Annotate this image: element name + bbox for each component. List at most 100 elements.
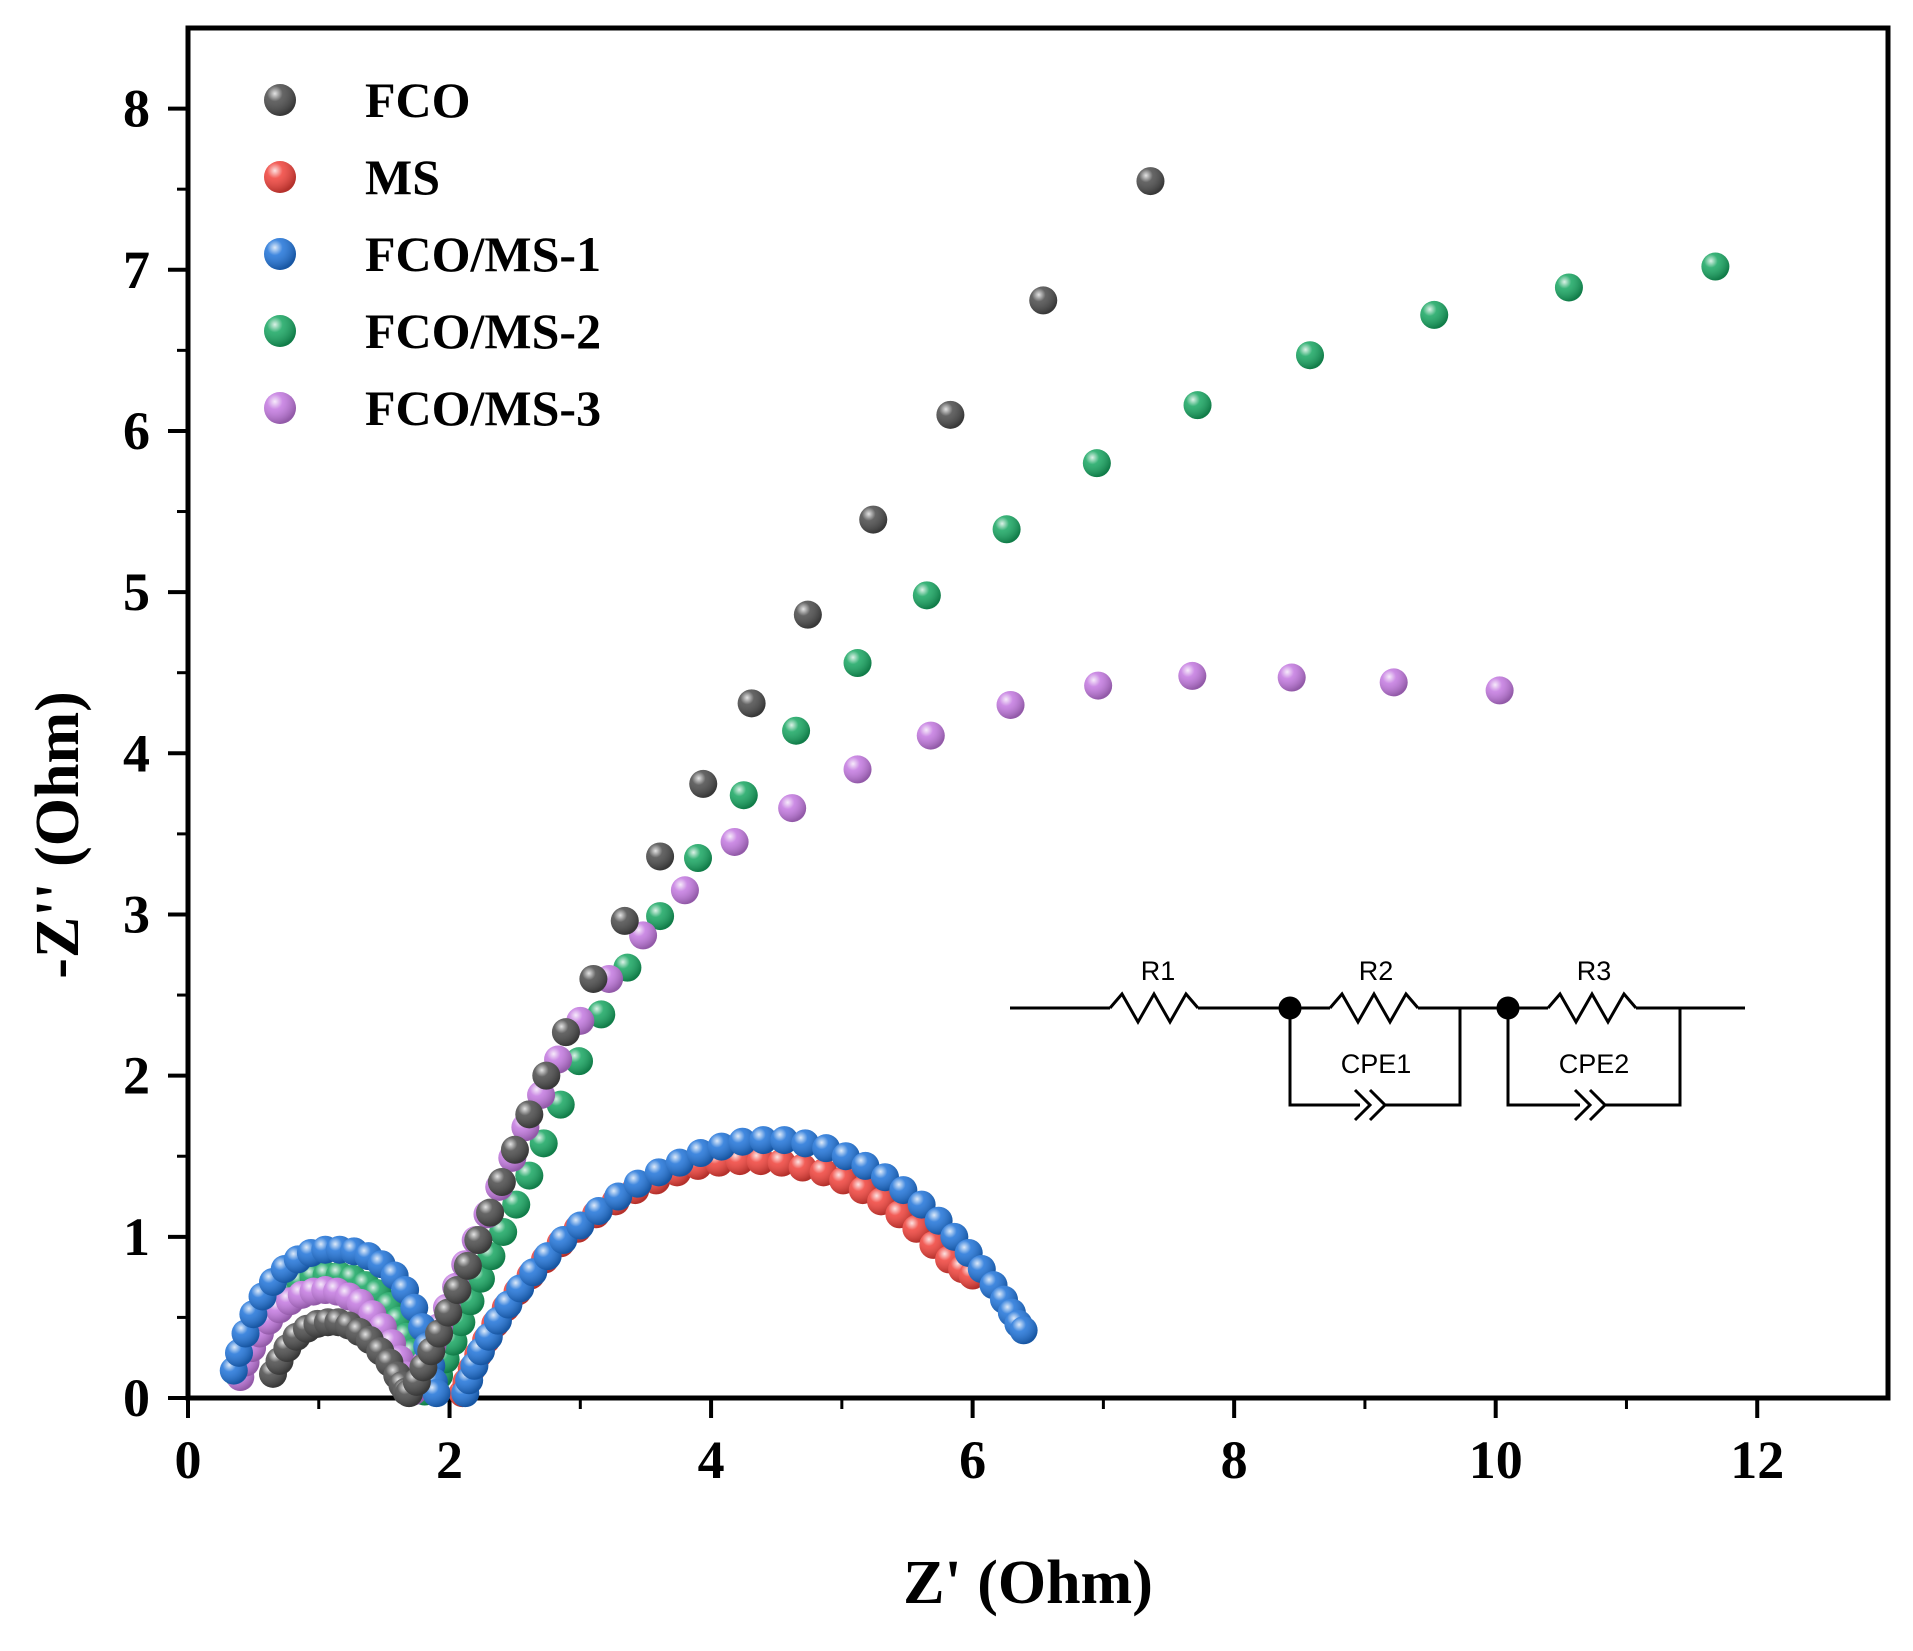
- legend-marker-shine: [264, 238, 296, 270]
- cpe2-symbol: [1573, 1088, 1593, 1122]
- data-point-shine: [610, 906, 639, 935]
- cpe2-branch-right: [1605, 1008, 1682, 1107]
- data-point-shine: [728, 1127, 757, 1156]
- data-point: [476, 1198, 505, 1227]
- data-point-shine: [646, 902, 675, 931]
- data-point: [746, 1147, 775, 1176]
- data-point: [579, 964, 608, 993]
- data-point: [793, 600, 822, 629]
- data-point-shine: [565, 1047, 593, 1076]
- resistor-r2-symbol: [1328, 990, 1420, 1026]
- legend-item: FCO/MS-1: [264, 226, 601, 282]
- data-point: [1136, 167, 1165, 196]
- data-point: [729, 781, 758, 810]
- series-fco: [259, 167, 1165, 1408]
- data-point: [770, 1126, 799, 1155]
- data-point: [916, 721, 945, 750]
- data-point: [610, 906, 639, 935]
- circuit-label-cpe1: CPE1: [1341, 1049, 1412, 1079]
- data-point-shine: [684, 844, 712, 873]
- data-point-shine: [791, 1129, 820, 1158]
- data-point: [843, 649, 872, 678]
- data-point-shine: [443, 1276, 472, 1305]
- data-point-shine: [729, 781, 758, 810]
- legend-marker-shine: [264, 315, 296, 347]
- data-point-shine: [500, 1135, 529, 1164]
- data-point-shine: [476, 1198, 505, 1227]
- legend-item: MS: [264, 149, 440, 205]
- data-point: [515, 1100, 544, 1129]
- data-point-shine: [644, 1158, 673, 1187]
- data-point-shine: [1420, 300, 1449, 329]
- data-point: [644, 1158, 673, 1187]
- data-point-shine: [1183, 391, 1212, 420]
- data-point: [500, 1135, 529, 1164]
- data-point-shine: [584, 1197, 613, 1226]
- data-point: [502, 1190, 531, 1219]
- x-tick-label: 6: [959, 1430, 986, 1490]
- legend-item: FCO/MS-2: [264, 303, 601, 359]
- legend-marker-shine: [264, 161, 296, 193]
- legend-marker-shine: [264, 84, 296, 116]
- data-point-shine: [843, 755, 872, 784]
- circuit-labels: R1 R2 R3 CPE1 CPE2: [1141, 956, 1630, 1079]
- resistor-r3-symbol: [1546, 990, 1638, 1026]
- data-point: [1379, 668, 1408, 697]
- data-point: [859, 505, 888, 534]
- data-point-shine: [529, 1129, 558, 1158]
- legend-item: FCO/MS-3: [264, 380, 601, 436]
- data-point: [532, 1061, 561, 1090]
- data-point: [782, 716, 811, 745]
- data-point: [749, 1126, 778, 1155]
- circuit-label-r2: R2: [1359, 956, 1394, 986]
- series-fco-ms-3: [226, 661, 1514, 1406]
- data-point-shine: [746, 1147, 775, 1176]
- data-point: [936, 400, 965, 429]
- x-tick-label: 0: [175, 1430, 202, 1490]
- data-point-shine: [425, 1319, 454, 1348]
- legend-label: FCO/MS-3: [365, 380, 601, 436]
- x-tick-label: 10: [1469, 1430, 1523, 1490]
- data-point-shine: [720, 827, 749, 856]
- data-point-shine: [793, 600, 822, 629]
- x-axis-title: Z' (Ohm): [903, 1549, 1153, 1617]
- data-point-shine: [1029, 286, 1058, 315]
- data-point: [1296, 341, 1324, 370]
- x-tick-label: 12: [1730, 1430, 1784, 1490]
- data-point-shine: [623, 1169, 652, 1198]
- x-tick-label: 4: [698, 1430, 725, 1490]
- data-point: [1183, 391, 1212, 420]
- data-point-shine: [515, 1100, 544, 1129]
- data-point-shine: [1379, 668, 1408, 697]
- data-point-shine: [1178, 661, 1207, 690]
- y-axis-title: -Z'' (Ohm): [24, 691, 92, 979]
- legend-label: FCO/MS-2: [365, 303, 601, 359]
- data-point: [1082, 449, 1111, 478]
- cpe2-symbol-2: [1588, 1088, 1608, 1122]
- data-point-shine: [665, 1148, 694, 1177]
- data-point-shine: [1136, 167, 1165, 196]
- data-point: [1420, 300, 1449, 329]
- data-point-shine: [1485, 676, 1514, 705]
- data-point-shine: [707, 1132, 736, 1161]
- cpe1-branch-right: [1385, 1008, 1462, 1107]
- data-point: [767, 1148, 796, 1177]
- data-point: [728, 1127, 757, 1156]
- data-point: [453, 1251, 482, 1280]
- data-point: [1701, 252, 1730, 281]
- data-point-shine: [1554, 273, 1583, 302]
- data-point-shine: [770, 1126, 799, 1155]
- data-point-shine: [1277, 663, 1306, 692]
- plot-frame: [185, 25, 1891, 1401]
- data-point: [529, 1129, 558, 1158]
- data-point-shine: [1009, 1316, 1038, 1345]
- cpe1-symbol-2: [1368, 1088, 1388, 1122]
- data-point-shine: [434, 1298, 463, 1327]
- data-point-shine: [551, 1018, 580, 1047]
- data-point-shine: [767, 1148, 796, 1177]
- y-tick-label: 4: [123, 723, 150, 783]
- data-point: [646, 902, 675, 931]
- data-point-shine: [843, 649, 872, 678]
- data-point: [737, 689, 766, 718]
